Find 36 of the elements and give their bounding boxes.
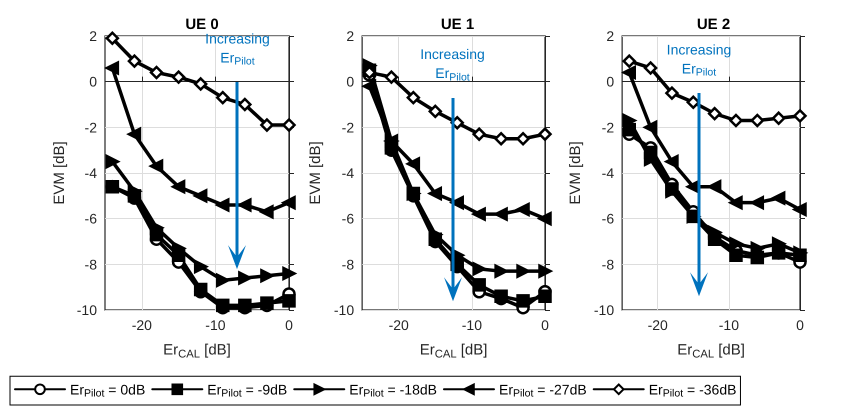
y-tick-label: -2	[342, 119, 354, 136]
y-tick-label: -4	[342, 165, 354, 181]
y-tick-label: -6	[342, 210, 354, 227]
x-tick-label: -20	[648, 317, 668, 333]
y-tick-label: -4	[602, 165, 614, 181]
x-tick-label: -10	[718, 317, 740, 333]
y-tick-label: -4	[84, 165, 98, 181]
y-tick-label: 0	[606, 74, 614, 90]
x-tick-label: -10	[205, 317, 226, 333]
y-tick-label: -8	[602, 256, 614, 272]
y-tick-label: 2	[606, 28, 614, 44]
y-tick-label: 2	[89, 28, 98, 44]
y-tick-label: -6	[84, 210, 98, 227]
y-axis-title: EVM [dB]	[567, 141, 584, 205]
y-tick-label: -6	[602, 210, 614, 227]
y-tick-label: -10	[334, 302, 354, 318]
x-tick-label: -20	[132, 317, 152, 333]
y-tick-label: -2	[602, 119, 614, 136]
y-tick-label: -10	[594, 302, 614, 318]
x-tick-label: 0	[541, 317, 550, 333]
x-tick-label: -10	[462, 317, 482, 333]
y-tick-label: -8	[84, 256, 98, 272]
x-tick-label: 0	[796, 317, 804, 333]
x-tick-label: -20	[388, 317, 410, 333]
y-tick-label: 2	[346, 28, 354, 44]
chart-title: UE 1	[440, 16, 474, 33]
y-axis-title: EVM [dB]	[307, 141, 324, 205]
y-tick-label: 0	[346, 74, 354, 90]
y-tick-label: 0	[89, 74, 98, 90]
y-tick-label: -10	[76, 302, 98, 318]
chart-title: UE 2	[696, 16, 730, 33]
x-tick-label: 0	[285, 317, 294, 333]
y-tick-label: -2	[84, 119, 98, 136]
chart-title: UE 0	[185, 16, 219, 33]
y-axis-title: EVM [dB]	[51, 141, 68, 205]
y-tick-label: -8	[342, 256, 354, 272]
